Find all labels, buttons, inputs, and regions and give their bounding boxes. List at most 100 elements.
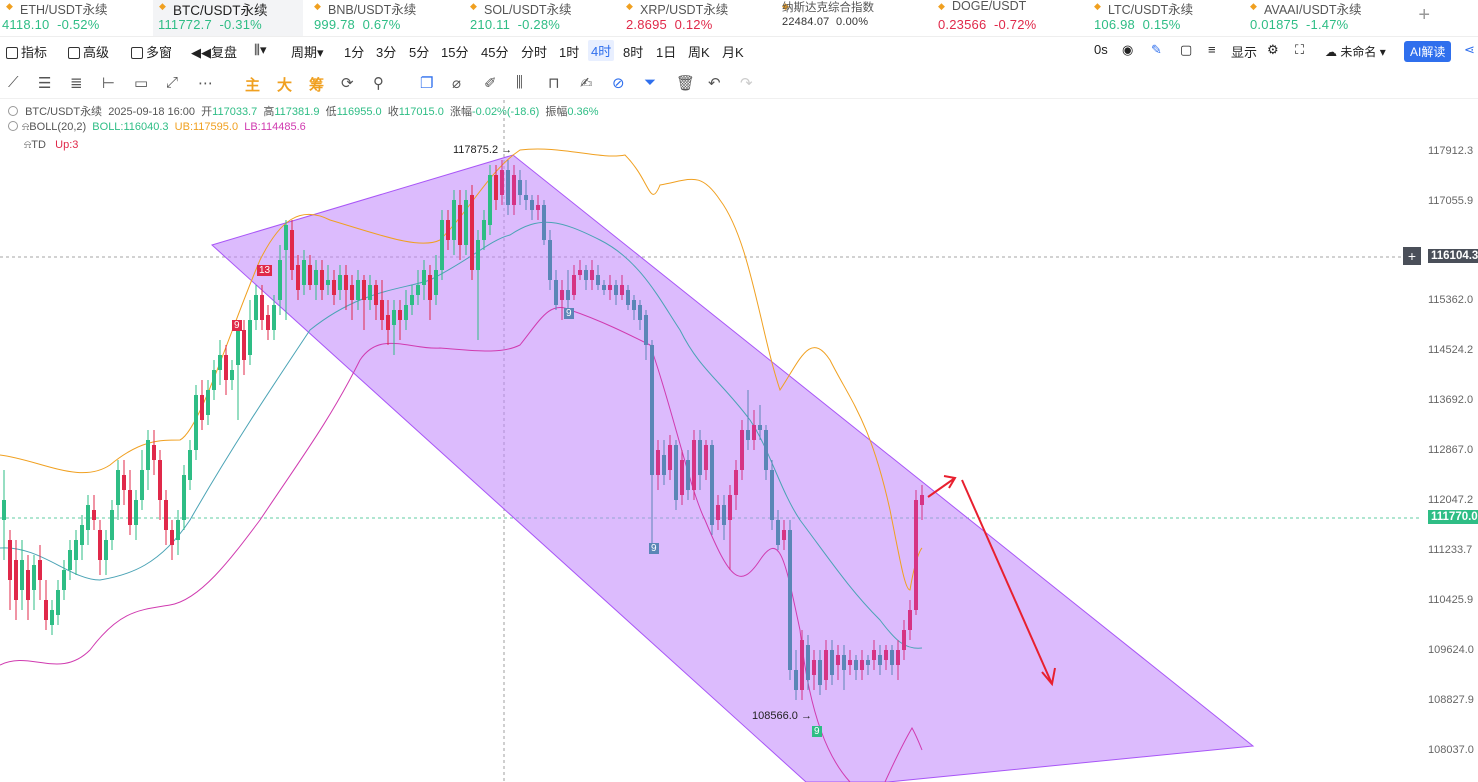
interval-1h[interactable]: 1时 — [559, 45, 580, 60]
interval-8h[interactable]: 8时 — [623, 45, 644, 60]
indicator-button[interactable]: 指标 — [6, 42, 47, 61]
candle-icon[interactable]: ⫼ — [516, 74, 523, 91]
descending-channel[interactable] — [211, 154, 1255, 782]
more-icon[interactable]: ⋯ — [198, 75, 213, 92]
rectangle-icon[interactable]: ▭ — [134, 75, 149, 92]
share-icon[interactable]: ⋖ — [1464, 42, 1475, 57]
low-marker: 108566.0 → — [752, 710, 812, 722]
interval-1d[interactable]: 1日 — [656, 45, 677, 60]
multi-window-button[interactable]: 多窗 — [131, 42, 172, 61]
candle-body — [884, 650, 888, 660]
ai-interpret-button[interactable]: AI解读 — [1404, 41, 1452, 62]
candle-body — [278, 260, 282, 300]
add-ticker-icon[interactable]: + — [1418, 4, 1430, 26]
bell-icon[interactable]: ⍾ — [22, 121, 30, 133]
display-button[interactable]: 显示 — [1231, 45, 1258, 60]
trendline-icon[interactable]: ⟋ — [8, 74, 19, 91]
advanced-button[interactable]: 高级 — [68, 42, 109, 61]
candle-body — [380, 300, 384, 320]
horizontal-line-icon[interactable]: ⊢ — [102, 75, 116, 92]
fullscreen-icon[interactable]: ⛶ — [1295, 42, 1305, 57]
cloud-save-button[interactable]: ☁ 未命名 ▾ — [1325, 45, 1386, 59]
ticker-doge[interactable]: ◆ DOGE/USDT 0.23566 -0.72% — [932, 0, 1082, 36]
camera-icon[interactable]: ◉ — [1122, 42, 1134, 57]
big-order-button[interactable]: 大 — [277, 77, 293, 94]
interval-week[interactable]: 周K — [688, 45, 710, 60]
candle-body — [74, 540, 78, 560]
fib-icon[interactable]: ≣ — [70, 75, 83, 92]
list-icon[interactable]: ≡ — [1208, 42, 1216, 57]
candle-body — [158, 460, 162, 500]
candle-body — [140, 470, 144, 500]
ticker-ltc[interactable]: ◆ LTC/USDT永续 106.98 0.15% — [1088, 0, 1238, 36]
candle-body — [170, 530, 174, 545]
price-tick: 114524.2 — [1428, 344, 1474, 356]
edit-icon[interactable]: ✍ — [580, 75, 593, 92]
interval-15m[interactable]: 15分 — [441, 45, 469, 60]
ticker-sol[interactable]: ◆ SOL/USDT永续 210.11 -0.28% — [464, 0, 614, 36]
star-icon[interactable]: ◆ — [159, 1, 166, 11]
lock-icon[interactable]: ⊓ — [548, 75, 560, 92]
filter-icon[interactable]: ⏷ — [644, 74, 657, 91]
candle-body — [500, 170, 504, 195]
magnet-mode-icon[interactable]: ⊘ — [612, 75, 625, 92]
candlesticks[interactable] — [2, 160, 924, 700]
candle-body — [488, 175, 492, 225]
prediction-arrows[interactable] — [927, 475, 1056, 687]
arrow-up-line — [927, 477, 956, 498]
redo-icon[interactable]: ↷ — [740, 75, 753, 92]
add-alert-icon[interactable]: + — [1403, 247, 1421, 265]
star-icon[interactable]: ◆ — [782, 1, 789, 11]
candle-body — [788, 530, 792, 670]
interval-3m[interactable]: 3分 — [376, 45, 397, 60]
star-icon[interactable]: ◆ — [1250, 1, 1257, 11]
candle-body — [692, 440, 696, 490]
parallel-lines-icon[interactable]: ☰ — [38, 75, 52, 92]
candle-body — [404, 305, 408, 320]
price-tick: 108037.0 — [1428, 744, 1474, 756]
ticker-xrp[interactable]: ◆ XRP/USDT永续 2.8695 0.12% — [620, 0, 770, 36]
ticker-bnb[interactable]: ◆ BNB/USDT永续 999.78 0.67% — [308, 0, 458, 36]
star-icon[interactable]: ◆ — [314, 1, 321, 11]
interval-1m[interactable]: 1分 — [344, 45, 365, 60]
undo-icon[interactable]: ↶ — [708, 75, 721, 92]
star-icon[interactable]: ◆ — [938, 1, 945, 11]
brush-icon[interactable]: ✐ — [484, 75, 497, 92]
ticker-eth[interactable]: ◆ ETH/USDT永续 4118.10 -0.52% — [0, 0, 150, 36]
candle-body — [860, 660, 864, 670]
period-button[interactable]: 周期▾ — [291, 45, 324, 60]
ticker-name: AVAAI/USDT永续 — [1264, 3, 1362, 17]
trash-icon[interactable]: 🗑 — [676, 75, 696, 92]
ticker-avaai[interactable]: ◆ AVAAI/USDT永续 0.01875 -1.47% — [1244, 0, 1394, 36]
ticker-value: 106.98 0.15% — [1094, 17, 1181, 32]
chart-type-icon[interactable]: ⫼▾ — [254, 42, 267, 57]
collapse-icon[interactable] — [8, 121, 18, 131]
interval-timeshare[interactable]: 分时 — [521, 45, 548, 60]
ticker-btc[interactable]: ◆ BTC/USDT永续 111772.7 -0.31% — [153, 0, 303, 36]
candle-body — [116, 470, 120, 505]
main-indicator-button[interactable]: 主 — [245, 77, 261, 94]
star-icon[interactable]: ◆ — [1094, 1, 1101, 11]
pen-icon[interactable]: ✎ — [1151, 42, 1162, 57]
star-icon[interactable]: ◆ — [470, 1, 477, 11]
candle-body — [458, 205, 462, 245]
arrow-tool-icon[interactable]: ⤢ — [166, 74, 179, 91]
settings-icon[interactable]: ⚙ — [1267, 42, 1279, 57]
ruler-icon[interactable]: ⌀ — [452, 75, 462, 92]
ticker-nasdaq[interactable]: ◆ 纳斯达克综合指数 22484.07 0.00% — [776, 0, 926, 36]
chips-button[interactable]: 筹 — [309, 77, 325, 94]
star-icon[interactable]: ◆ — [626, 1, 633, 11]
copy-icon[interactable]: ❐ — [420, 75, 434, 92]
interval-45m[interactable]: 45分 — [481, 45, 509, 60]
star-icon[interactable]: ◆ — [6, 1, 13, 11]
interval-month[interactable]: 月K — [722, 45, 744, 60]
interval-5m[interactable]: 5分 — [409, 45, 430, 60]
replay-button[interactable]: ◀◀复盘 — [191, 45, 238, 60]
bell-icon[interactable]: ⍾ — [24, 139, 32, 151]
note-icon[interactable]: ▢ — [1180, 42, 1193, 57]
collapse-icon[interactable] — [8, 106, 18, 116]
magnet-icon[interactable]: ⚲ — [373, 75, 384, 92]
interval-4h[interactable]: 4时 — [588, 40, 615, 61]
refresh-icon[interactable]: ⟳ — [341, 75, 354, 92]
